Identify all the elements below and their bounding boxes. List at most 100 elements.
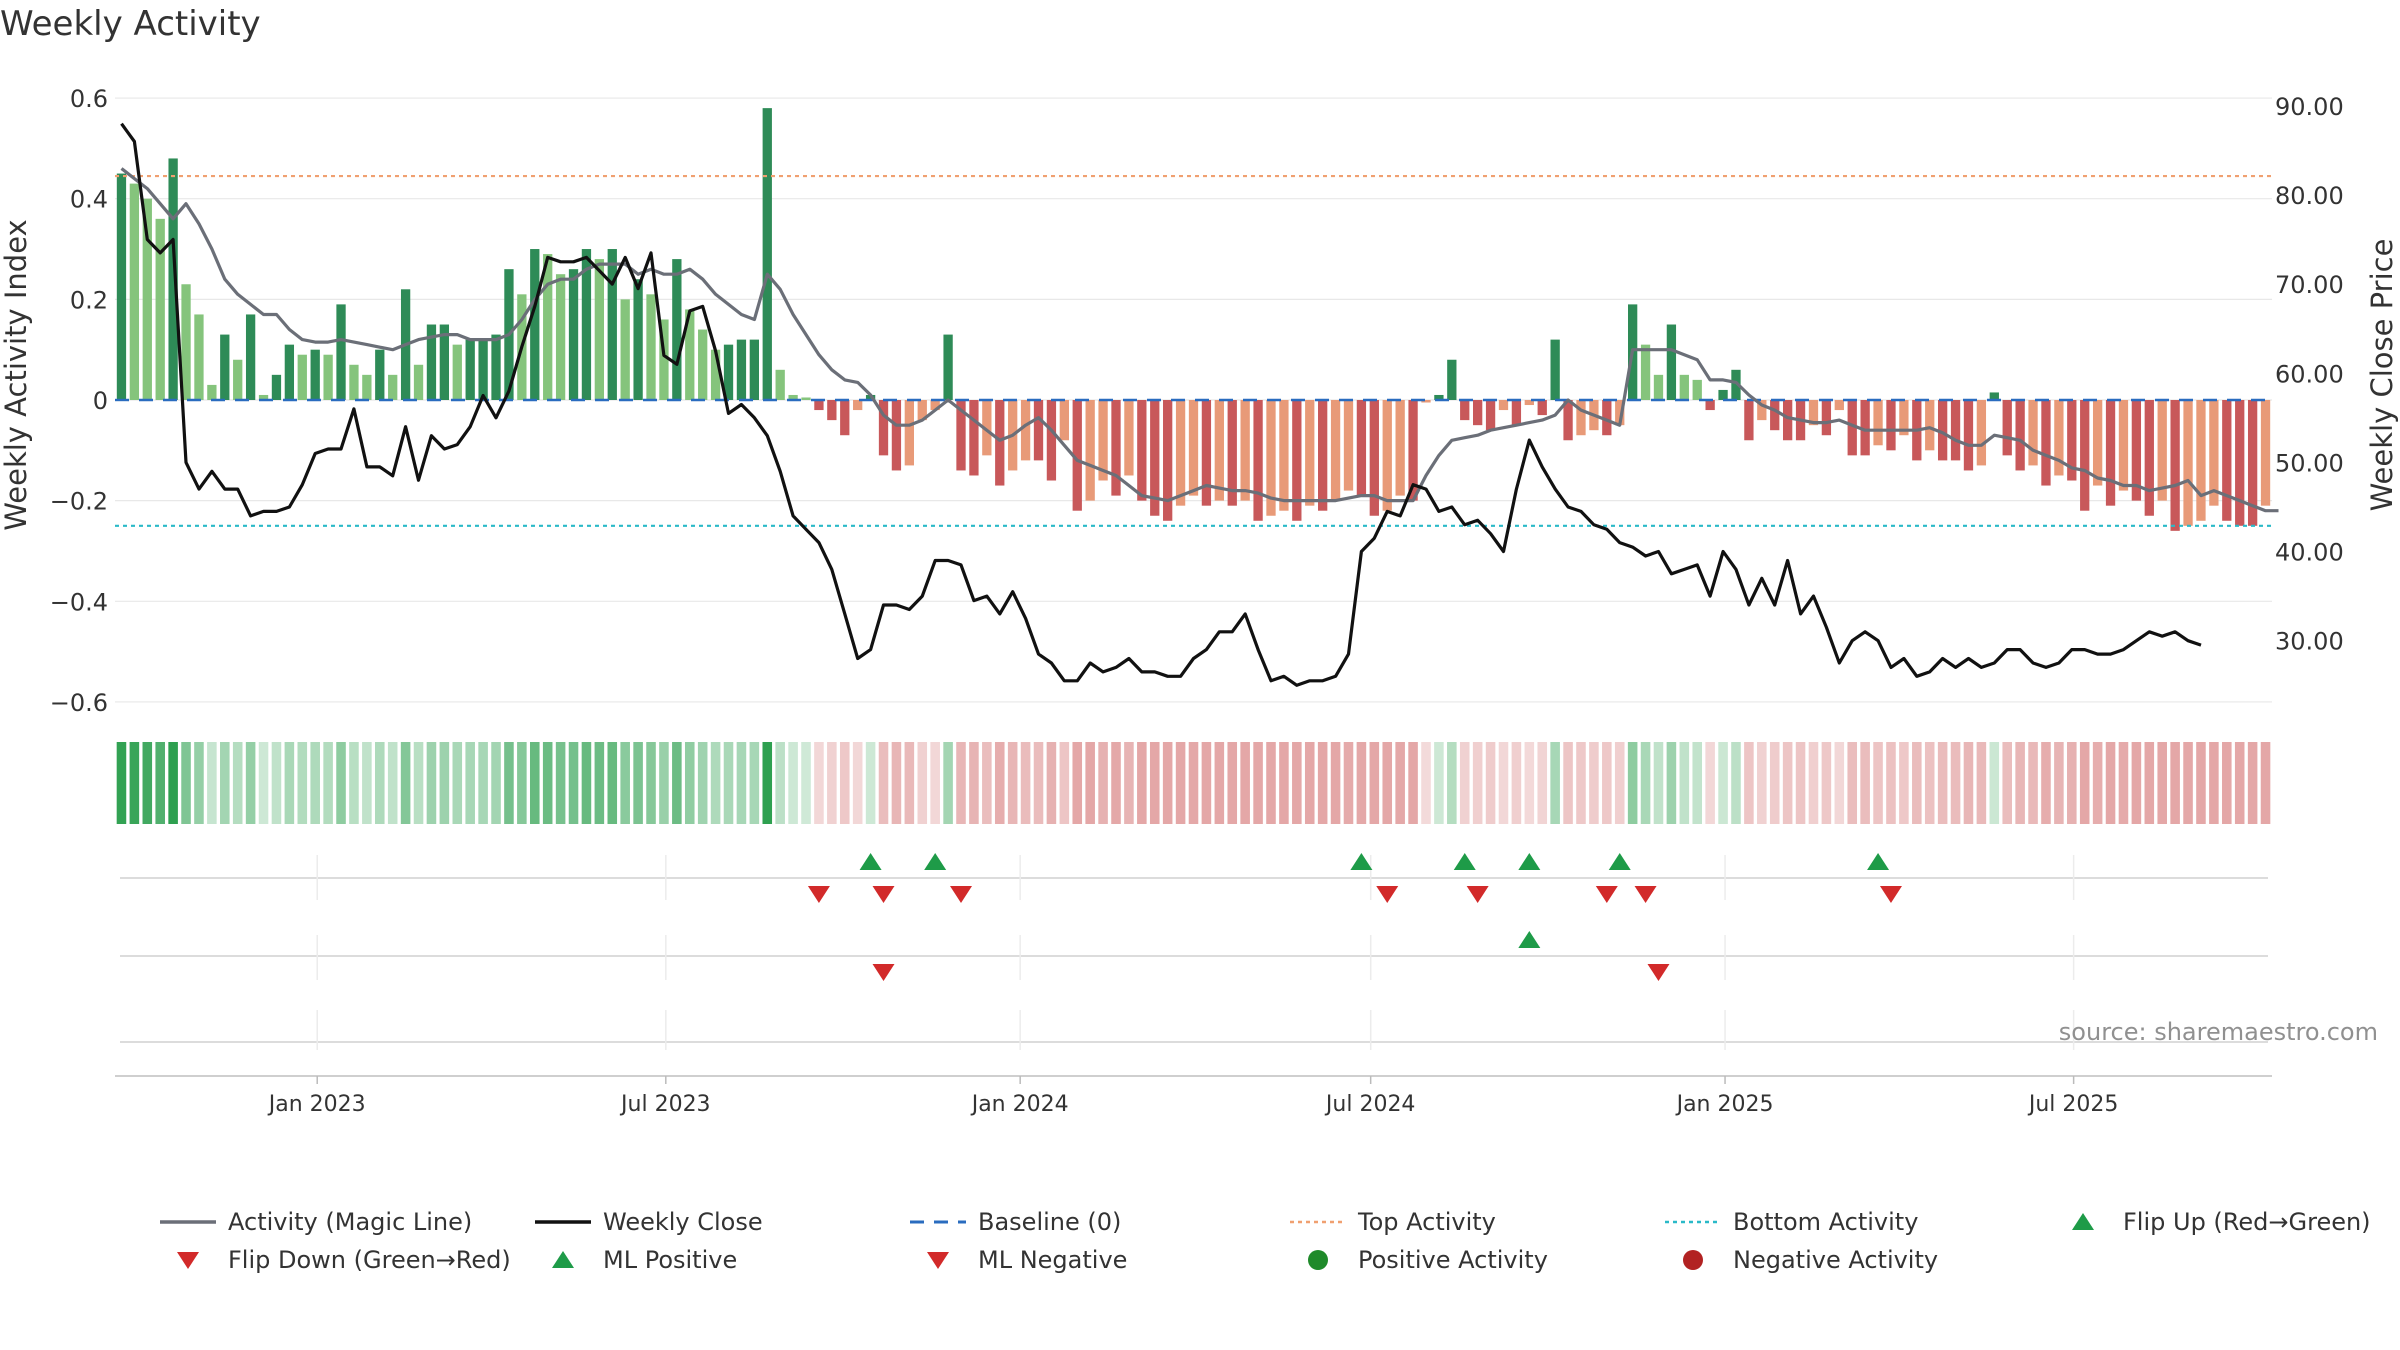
activity-bar <box>2209 400 2219 506</box>
activity-bar <box>2196 400 2206 521</box>
activity-bar <box>297 354 307 400</box>
activity-strip-cell <box>1873 742 1883 824</box>
activity-strip-cell <box>697 742 708 824</box>
activity-strip-cell <box>1576 742 1586 824</box>
activity-strip-cell <box>1757 742 1767 824</box>
activity-strip-cell <box>1705 742 1715 824</box>
activity-strip-cell <box>310 742 320 824</box>
activity-strip-cell <box>207 742 217 824</box>
activity-strip-cell <box>465 742 475 824</box>
activity-strip-cell <box>1304 742 1315 824</box>
legend-label: Baseline (0) <box>978 1208 1122 1236</box>
activity-bar <box>1886 400 1896 451</box>
activity-bar <box>336 304 346 400</box>
activity-strip-cell <box>969 742 979 824</box>
activity-strip-cell <box>1240 742 1250 824</box>
activity-bar <box>1666 324 1677 400</box>
activity-strip-cell <box>1343 742 1354 824</box>
y-tick-label: 0.2 <box>70 286 108 314</box>
green-circle-icon <box>1290 1244 1346 1276</box>
activity-bar <box>2131 400 2142 501</box>
activity-bar <box>1808 400 1819 426</box>
activity-strip-cell <box>672 742 682 824</box>
activity-strip-cell <box>478 742 488 824</box>
activity-bar <box>1511 400 1522 426</box>
legend-item: Weekly Close <box>535 1206 763 1238</box>
activity-strip-cell <box>594 742 605 824</box>
activity-bar <box>1150 400 1160 516</box>
activity-bar <box>2041 400 2051 486</box>
activity-bar <box>685 309 695 400</box>
y2-tick-label: 30.00 <box>2275 628 2344 656</box>
flip-up-marker <box>1867 853 1890 870</box>
activity-bar <box>891 400 902 471</box>
activity-bar <box>2144 400 2154 516</box>
activity-strip-cell <box>1860 742 1870 824</box>
activity-strip-cell <box>2067 742 2077 824</box>
activity-bar <box>555 274 566 400</box>
activity-bar <box>1692 379 1702 400</box>
activity-strip-cell <box>245 742 256 824</box>
activity-strip-cell <box>2054 742 2064 824</box>
activity-bar <box>969 400 979 476</box>
activity-strip-cell <box>1447 742 1457 824</box>
activity-strip-cell <box>1459 742 1470 824</box>
activity-bar <box>1757 400 1767 421</box>
activity-bar <box>1033 400 1044 461</box>
activity-strip-cell <box>1356 742 1367 824</box>
activity-strip-cell <box>749 742 760 824</box>
activity-bar <box>168 158 178 400</box>
y2-tick-label: 50.00 <box>2275 449 2344 477</box>
activity-bar <box>1279 400 1289 511</box>
activity-strip-cell <box>2247 742 2258 824</box>
activity-bar <box>2092 400 2103 486</box>
activity-bar <box>982 400 992 456</box>
activity-bar <box>878 400 889 456</box>
activity-strip-cell <box>904 742 915 824</box>
x-tick-label: Jan 2025 <box>1675 1092 1774 1117</box>
activity-strip-cell <box>1395 742 1405 824</box>
activity-strip-cell <box>2041 742 2051 824</box>
dotted-cyan-line-swatch <box>1665 1206 1721 1238</box>
activity-bar <box>1253 400 1263 521</box>
ml-negative-marker <box>1647 964 1670 981</box>
activity-bar <box>2157 400 2167 501</box>
activity-strip-cell <box>1472 742 1483 824</box>
activity-bar <box>2002 400 2012 456</box>
activity-strip-cell <box>375 742 385 824</box>
activity-strip-cell <box>943 742 953 824</box>
activity-bar <box>129 183 140 400</box>
flip-down-marker <box>1879 886 1902 903</box>
activity-strip-cell <box>1718 742 1728 824</box>
activity-strip-cell <box>517 742 527 824</box>
activity-bar <box>1059 400 1069 441</box>
activity-bar <box>1046 400 1057 481</box>
legend-label: Weekly Close <box>603 1208 763 1236</box>
activity-strip-cell <box>555 742 566 824</box>
activity-bar <box>1408 400 1418 501</box>
activity-bar <box>1963 400 1974 471</box>
activity-strip-cell <box>2260 742 2271 824</box>
activity-bar <box>1860 400 1870 456</box>
activity-bar <box>1305 400 1315 506</box>
activity-strip-cell <box>1330 742 1341 824</box>
activity-strip-cell <box>2196 742 2206 824</box>
activity-strip-cell <box>439 742 450 824</box>
flip-down-marker <box>1376 886 1399 903</box>
weekly-close-line <box>120 122 2202 687</box>
flip-up-marker <box>1453 853 1476 870</box>
activity-strip-cell <box>2079 742 2090 824</box>
activity-bar <box>1937 400 1948 461</box>
activity-bar <box>1434 394 1444 400</box>
y2-tick-label: 70.00 <box>2275 271 2344 299</box>
activity-bar <box>2235 400 2245 526</box>
activity-strip-cell <box>1537 742 1548 824</box>
y2-tick-label: 40.00 <box>2275 539 2344 567</box>
activity-strip-cell <box>2118 742 2129 824</box>
flip-up-marker <box>1350 853 1373 870</box>
activity-strip-cell <box>1162 742 1173 824</box>
activity-bar <box>762 108 772 401</box>
activity-bar <box>2015 400 2025 471</box>
activity-bar <box>1524 400 1534 406</box>
legend-item: Baseline (0) <box>910 1206 1121 1238</box>
